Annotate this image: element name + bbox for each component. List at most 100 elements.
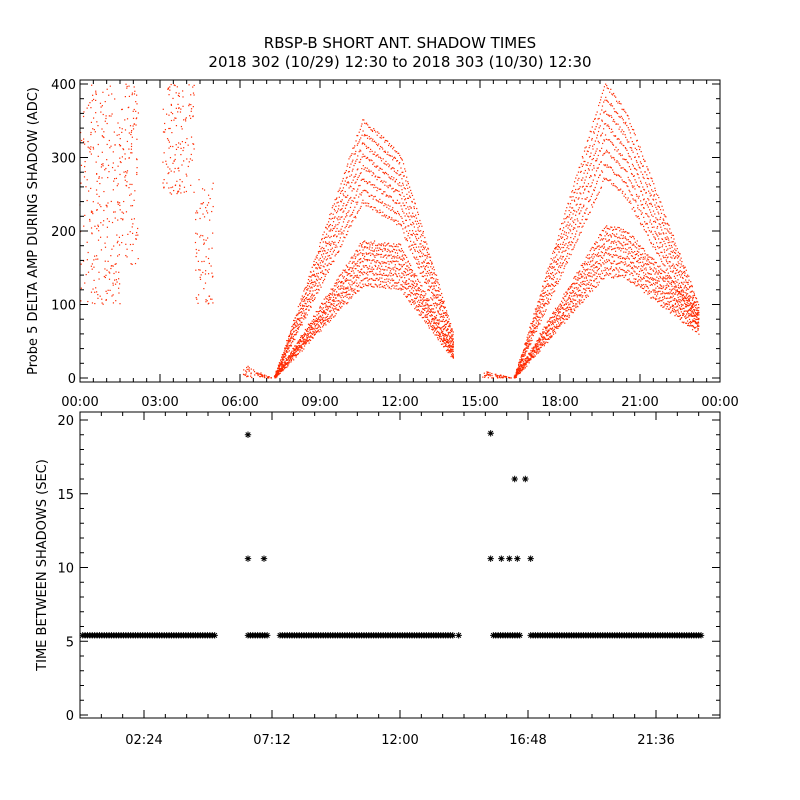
top-data-point	[566, 291, 568, 293]
top-data-point	[306, 330, 308, 332]
top-data-point	[565, 295, 567, 297]
top-data-point	[646, 260, 648, 262]
top-data-point	[283, 350, 286, 352]
top-data-point	[339, 209, 341, 211]
top-data-point	[588, 156, 591, 158]
top-data-point	[330, 235, 332, 238]
top-data-point	[443, 306, 445, 309]
top-data-point	[695, 297, 697, 299]
top-data-point	[448, 331, 450, 333]
top-data-point	[410, 248, 412, 250]
top-data-point	[554, 307, 557, 309]
top-data-point	[383, 151, 385, 153]
top-data-point	[381, 201, 384, 203]
top-data-point	[307, 336, 309, 339]
top-data-point	[167, 172, 169, 175]
top-data-point	[659, 284, 661, 286]
top-data-point	[448, 333, 450, 335]
top-data-point	[313, 323, 315, 325]
top-data-point	[350, 196, 352, 199]
top-data-point	[329, 230, 332, 232]
top-data-point	[131, 92, 134, 94]
top-data-point	[339, 288, 341, 290]
top-data-point	[335, 198, 338, 200]
top-data-point	[399, 256, 401, 258]
top-data-point	[341, 199, 343, 201]
top-data-point	[371, 266, 373, 268]
top-data-point	[116, 281, 118, 283]
top-data-point	[378, 273, 380, 276]
top-data-point	[653, 264, 655, 266]
top-data-point	[319, 267, 322, 269]
top-data-point	[128, 187, 130, 189]
top-data-point	[494, 373, 496, 375]
top-data-point	[378, 265, 380, 267]
top-data-point	[569, 223, 571, 225]
top-data-point	[620, 243, 622, 245]
top-data-point	[329, 316, 331, 318]
top-data-point	[321, 250, 324, 252]
top-data-point	[643, 250, 646, 252]
top-data-point	[400, 289, 402, 291]
top-data-point	[353, 176, 355, 178]
top-data-point	[421, 266, 423, 268]
top-data-point	[495, 375, 497, 377]
top-data-point	[409, 301, 411, 303]
top-data-point	[667, 277, 669, 279]
top-data-point	[342, 302, 344, 305]
top-data-point	[305, 343, 307, 345]
top-data-point	[538, 306, 540, 308]
top-data-point	[131, 205, 134, 207]
top-data-point	[332, 251, 335, 253]
top-data-point	[355, 201, 357, 203]
top-data-point	[292, 356, 294, 358]
top-data-point	[675, 256, 677, 258]
top-data-point	[341, 299, 343, 301]
top-data-point	[568, 296, 570, 298]
top-data-point	[102, 163, 104, 165]
top-data-point	[384, 151, 387, 154]
top-data-point	[321, 246, 323, 249]
top-data-point	[401, 198, 403, 200]
top-data-point	[361, 178, 363, 180]
top-data-point	[279, 365, 281, 367]
top-data-point	[195, 232, 197, 234]
top-data-point	[582, 177, 584, 179]
top-data-point	[193, 191, 195, 193]
top-data-point	[389, 270, 392, 272]
top-data-point	[428, 320, 431, 323]
top-data-point	[190, 184, 192, 186]
top-data-point	[338, 309, 340, 311]
top-data-point	[386, 206, 388, 208]
top-data-point	[642, 247, 645, 250]
top-data-point	[317, 321, 319, 323]
top-data-point	[442, 320, 444, 323]
top-data-point	[375, 141, 377, 144]
top-data-point	[296, 342, 298, 344]
top-data-point	[314, 330, 316, 332]
top-data-point	[259, 373, 262, 375]
top-data-point	[363, 253, 365, 255]
top-data-point	[327, 243, 329, 245]
top-data-point	[304, 338, 306, 340]
top-data-point	[688, 299, 690, 301]
top-data-point	[640, 254, 642, 256]
top-data-point	[684, 302, 686, 304]
top-data-point	[306, 305, 309, 308]
top-data-point	[392, 267, 394, 269]
top-data-point	[395, 273, 397, 275]
top-data-point	[312, 337, 314, 339]
top-data-point	[95, 90, 97, 92]
top-data-point	[190, 153, 192, 156]
top-data-point	[355, 217, 357, 219]
top-data-point	[125, 184, 127, 187]
top-data-point	[174, 117, 176, 119]
top-data-point	[178, 95, 180, 97]
top-data-point	[413, 223, 415, 225]
top-data-point	[398, 257, 400, 259]
top-data-point	[83, 141, 85, 143]
top-data-point	[592, 120, 594, 122]
top-data-point	[555, 261, 557, 264]
top-data-point	[362, 265, 364, 267]
top-data-point	[328, 306, 331, 308]
